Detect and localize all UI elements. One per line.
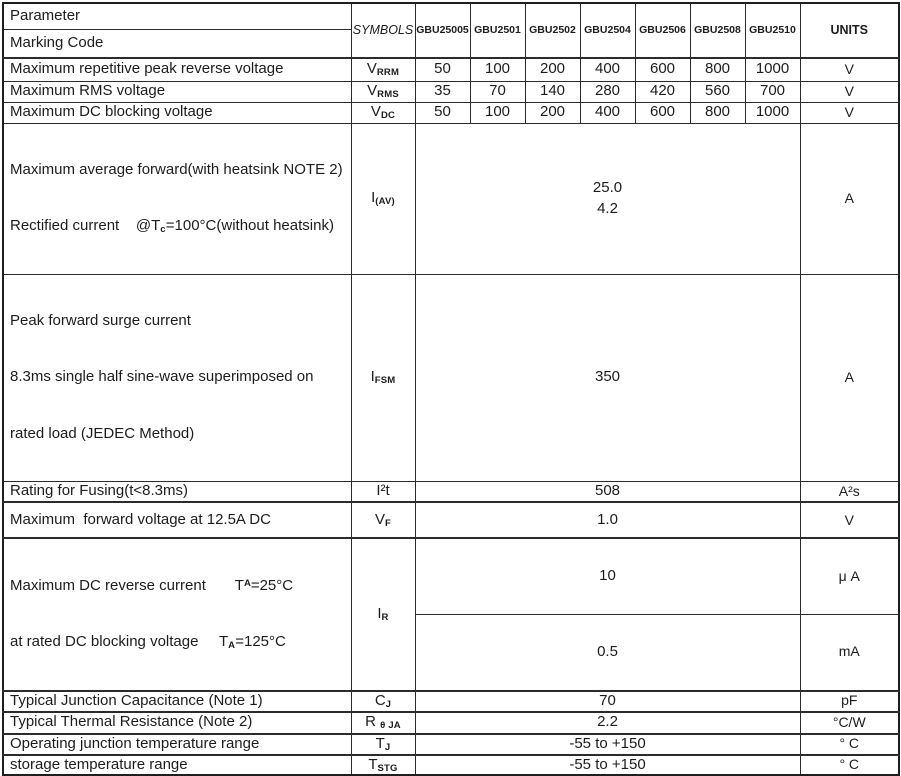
unit-cell: ° C	[799, 732, 900, 755]
row-tj: Operating junction temperature range TJ …	[2, 732, 900, 755]
value-cell: 50	[414, 101, 471, 124]
parameter-header-cell: Parameter	[2, 2, 352, 30]
value-cell: 1000	[744, 57, 801, 82]
value-cell: 560	[689, 80, 746, 103]
row-vf: Maximum forward voltage at 12.5A DC VF 1…	[2, 501, 900, 539]
param-cell: Maximum DC blocking voltage	[2, 101, 352, 124]
model-header-gbu2508: GBU2508	[689, 2, 746, 59]
marking-code-header-cell: Marking Code	[2, 28, 352, 59]
model-header-gbu2502: GBU2502	[524, 2, 581, 59]
row-tstg: storage temperature range TSTG -55 to +1…	[2, 753, 900, 776]
row-vdc: Maximum DC blocking voltage VDC 50 100 2…	[2, 101, 900, 124]
value-cell: 70	[414, 689, 801, 712]
row-vrms: Maximum RMS voltage VRMS 35 70 140 280 4…	[2, 80, 900, 103]
value-cell: 140	[524, 80, 581, 103]
value-cell: 25.0 4.2	[414, 122, 801, 275]
symbols-header-cell: SYMBOLS	[350, 2, 416, 59]
symbol-cell: IFSM	[350, 273, 416, 482]
param-cell: Maximum average forward(with heatsink NO…	[2, 122, 352, 275]
model-header-gbu2501: GBU2501	[469, 2, 526, 59]
symbol-cell: I(AV)	[350, 122, 416, 275]
unit-cell: °C/W	[799, 710, 900, 734]
value-cell: 50	[414, 57, 471, 82]
symbol-cell: CJ	[350, 689, 416, 712]
value-cell: 350	[414, 273, 801, 482]
value-cell: 100	[469, 57, 526, 82]
value-cell: 1.0	[414, 501, 801, 539]
model-header-gbu25005: GBU25005	[414, 2, 471, 59]
value-cell: 0.5	[414, 613, 801, 692]
value-cell: 700	[744, 80, 801, 103]
symbol-cell: TJ	[350, 732, 416, 755]
unit-cell: V	[799, 57, 900, 82]
value-cell: 600	[634, 101, 691, 124]
unit-cell: A²s	[799, 480, 900, 503]
symbol-cell: TSTG	[350, 753, 416, 776]
param-cell: Typical Junction Capacitance (Note 1)	[2, 689, 352, 712]
model-header-gbu2504: GBU2504	[579, 2, 636, 59]
value-cell: 2.2	[414, 710, 801, 734]
unit-cell: A	[799, 122, 900, 275]
symbol-cell: VDC	[350, 101, 416, 124]
header-row-marking-code: Marking Code	[2, 28, 899, 59]
value-cell: 10	[414, 537, 801, 615]
param-cell: Maximum RMS voltage	[2, 80, 352, 103]
value-cell: 70	[469, 80, 526, 103]
row-ir-ta25: Maximum DC reverse current TA=25°C at ra…	[2, 537, 900, 692]
value-cell: -55 to +150	[414, 732, 801, 755]
unit-cell: V	[799, 101, 900, 124]
param-cell: Typical Thermal Resistance (Note 2)	[2, 710, 352, 734]
param-cell: Maximum repetitive peak reverse voltage	[2, 57, 352, 82]
row-ifsm: Peak forward surge current 8.3ms single …	[2, 273, 900, 482]
model-header-gbu2510: GBU2510	[744, 2, 801, 59]
value-cell: 800	[689, 101, 746, 124]
value-cell: 800	[689, 57, 746, 82]
unit-cell: μ A	[799, 537, 900, 615]
value-cell: 200	[524, 101, 581, 124]
symbol-cell: VRRM	[350, 57, 416, 82]
value-cell: 100	[469, 101, 526, 124]
value-cell: 420	[634, 80, 691, 103]
unit-cell: V	[799, 80, 900, 103]
value-cell: 400	[579, 57, 636, 82]
row-i2t: Rating for Fusing(t<8.3ms) I²t 508 A²s	[2, 480, 900, 503]
value-cell: -55 to +150	[414, 753, 801, 776]
value-cell: 600	[634, 57, 691, 82]
param-cell: Peak forward surge current 8.3ms single …	[2, 273, 352, 482]
symbol-cell: IR	[350, 537, 416, 692]
value-cell: 200	[524, 57, 581, 82]
row-iav: Maximum average forward(with heatsink NO…	[2, 122, 900, 275]
unit-cell: V	[799, 501, 900, 539]
symbol-cell: VRMS	[350, 80, 416, 103]
unit-cell: pF	[799, 689, 900, 712]
value-cell: 508	[414, 480, 801, 503]
row-rthja: Typical Thermal Resistance (Note 2) R θ …	[2, 710, 900, 734]
header-row-parameter: Parameter SYMBOLS GBU25005 GBU2501 GBU25…	[2, 2, 900, 59]
value-cell: 1000	[744, 101, 801, 124]
symbol-cell: R θ JA	[350, 710, 416, 734]
param-cell: Maximum DC reverse current TA=25°C at ra…	[2, 537, 352, 692]
row-vrrm: Maximum repetitive peak reverse voltage …	[2, 57, 900, 82]
value-cell: 400	[579, 101, 636, 124]
symbol-cell: I²t	[350, 480, 416, 503]
param-cell: Rating for Fusing(t<8.3ms)	[2, 480, 352, 503]
symbol-cell: VF	[350, 501, 416, 539]
param-cell: storage temperature range	[2, 753, 352, 776]
unit-cell: ° C	[799, 753, 900, 776]
param-cell: Maximum forward voltage at 12.5A DC	[2, 501, 352, 539]
model-header-gbu2506: GBU2506	[634, 2, 691, 59]
value-cell: 35	[414, 80, 471, 103]
units-header-cell: UNITS	[799, 2, 900, 59]
value-cell: 280	[579, 80, 636, 103]
param-cell: Operating junction temperature range	[2, 732, 352, 755]
row-cj: Typical Junction Capacitance (Note 1) CJ…	[2, 689, 900, 712]
unit-cell: mA	[799, 613, 900, 692]
unit-cell: A	[799, 273, 900, 482]
